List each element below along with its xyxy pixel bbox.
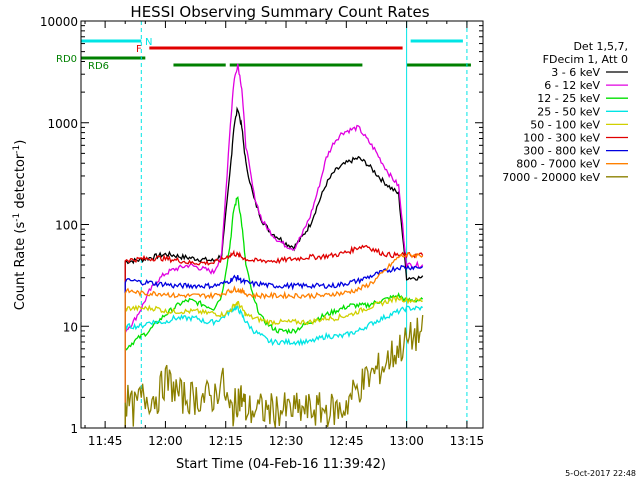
series-line-1 xyxy=(124,63,424,428)
x-tick-label-1: 12:00 xyxy=(148,434,183,448)
y-tick-label-4: 10000 xyxy=(40,15,78,29)
chart-title: HESSI Observing Summary Count Rates xyxy=(130,3,429,21)
observing-flags: NF RD0 RD6 xyxy=(56,37,471,72)
axis-ticks: 11:45 12:00 12:15 12:30 12:45 13:00 13:15 1 10 10… xyxy=(40,15,484,448)
legend-entry-label-2: 12 - 25 keV xyxy=(537,92,600,105)
legend-entry-label-4: 50 - 100 keV xyxy=(530,118,600,131)
x-tick-label-0: 11:45 xyxy=(88,434,123,448)
flag-label-f: F xyxy=(136,44,142,55)
y-axis-label: Count Rate (s-1 detector-1) xyxy=(12,140,28,311)
legend-entry-label-5: 100 - 300 keV xyxy=(523,132,600,145)
x-tick-label-3: 12:30 xyxy=(269,434,304,448)
y-tick-label-2: 100 xyxy=(55,219,78,233)
legend-entry-label-6: 300 - 800 keV xyxy=(523,145,600,158)
flag-label-rd6: RD6 xyxy=(88,61,109,72)
y-tick-label-3: 1000 xyxy=(47,117,78,131)
x-tick-label-6: 13:15 xyxy=(450,434,485,448)
flag-label-rd0: RD0 xyxy=(56,54,77,65)
legend-entry-label-7: 800 - 7000 keV xyxy=(516,158,600,171)
time-markers xyxy=(80,21,468,428)
flag-label-n: N xyxy=(145,37,152,48)
legend-header-line-1: Det 1,5,7, xyxy=(573,40,628,53)
y-tick-label-1: 10 xyxy=(63,320,78,334)
series-line-6 xyxy=(124,264,424,428)
series-line-4 xyxy=(124,294,423,428)
y-tick-label-0: 1 xyxy=(70,422,78,436)
legend-header-line-2: FDecim 1, Att 0 xyxy=(543,53,628,66)
series-line-3 xyxy=(124,305,423,428)
legend-entry-label-1: 6 - 12 keV xyxy=(544,79,600,92)
x-tick-label-4: 12:45 xyxy=(329,434,364,448)
series-line-8 xyxy=(124,315,424,428)
series-line-5 xyxy=(124,244,424,428)
legend-entry-label-0: 3 - 6 keV xyxy=(551,66,600,79)
x-tick-label-5: 13:00 xyxy=(389,434,424,448)
series-line-7 xyxy=(124,251,424,428)
x-axis-label: Start Time (04-Feb-16 11:39:42) xyxy=(176,457,386,472)
series-line-2 xyxy=(124,195,424,428)
count-rate-series xyxy=(124,63,424,428)
footer-timestamp: 5-Oct-2017 22:48 xyxy=(565,469,636,478)
x-tick-label-2: 12:15 xyxy=(208,434,243,448)
legend-entry-label-8: 7000 - 20000 keV xyxy=(502,171,600,184)
legend-entry-label-3: 25 - 50 keV xyxy=(537,105,600,118)
